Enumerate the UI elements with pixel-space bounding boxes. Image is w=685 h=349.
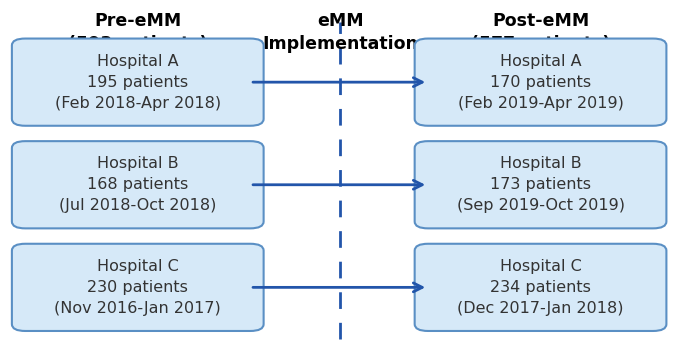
FancyBboxPatch shape bbox=[12, 38, 264, 126]
FancyBboxPatch shape bbox=[414, 141, 667, 228]
Text: Hospital A
170 patients
(Feb 2019-Apr 2019): Hospital A 170 patients (Feb 2019-Apr 20… bbox=[458, 54, 623, 111]
FancyBboxPatch shape bbox=[12, 141, 264, 228]
Text: Hospital B
168 patients
(Jul 2018-Oct 2018): Hospital B 168 patients (Jul 2018-Oct 20… bbox=[59, 156, 216, 213]
Text: Hospital C
230 patients
(Nov 2016-Jan 2017): Hospital C 230 patients (Nov 2016-Jan 20… bbox=[54, 259, 221, 316]
Text: Hospital B
173 patients
(Sep 2019-Oct 2019): Hospital B 173 patients (Sep 2019-Oct 20… bbox=[456, 156, 625, 213]
Text: eMM
Implementation: eMM Implementation bbox=[262, 12, 419, 53]
Text: Post-eMM
(577 patients): Post-eMM (577 patients) bbox=[471, 12, 610, 53]
Text: Hospital C
234 patients
(Dec 2017-Jan 2018): Hospital C 234 patients (Dec 2017-Jan 20… bbox=[458, 259, 624, 316]
Text: Pre-eMM
(593 patients): Pre-eMM (593 patients) bbox=[68, 12, 208, 53]
FancyBboxPatch shape bbox=[414, 38, 667, 126]
FancyBboxPatch shape bbox=[414, 244, 667, 331]
FancyBboxPatch shape bbox=[12, 244, 264, 331]
Text: Hospital A
195 patients
(Feb 2018-Apr 2018): Hospital A 195 patients (Feb 2018-Apr 20… bbox=[55, 54, 221, 111]
